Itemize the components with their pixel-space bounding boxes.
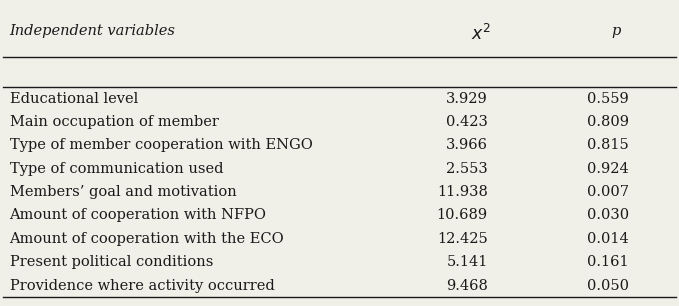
Text: Amount of cooperation with the ECO: Amount of cooperation with the ECO [10,232,285,246]
Text: 2.553: 2.553 [446,162,488,176]
Text: 0.423: 0.423 [446,115,488,129]
Text: Type of member cooperation with ENGO: Type of member cooperation with ENGO [10,138,312,152]
Text: Members’ goal and motivation: Members’ goal and motivation [10,185,236,199]
Text: 0.050: 0.050 [587,278,629,293]
Text: 10.689: 10.689 [437,208,488,222]
Text: $\it{x}^{2}$: $\it{x}^{2}$ [471,24,491,44]
Text: Type of communication used: Type of communication used [10,162,223,176]
Text: Present political conditions: Present political conditions [10,255,213,269]
Text: 0.815: 0.815 [587,138,629,152]
Text: 0.559: 0.559 [587,91,629,106]
Text: Amount of cooperation with NFPO: Amount of cooperation with NFPO [10,208,267,222]
Text: 0.924: 0.924 [587,162,629,176]
Text: Main occupation of member: Main occupation of member [10,115,219,129]
Text: 3.929: 3.929 [446,91,488,106]
Text: 0.161: 0.161 [587,255,629,269]
Text: Providence where activity occurred: Providence where activity occurred [10,278,274,293]
Text: Independent variables: Independent variables [10,24,175,38]
Text: 11.938: 11.938 [437,185,488,199]
Text: 12.425: 12.425 [437,232,488,246]
Text: 0.007: 0.007 [587,185,629,199]
Text: 3.966: 3.966 [445,138,488,152]
Text: 9.468: 9.468 [446,278,488,293]
Text: Educational level: Educational level [10,91,138,106]
Text: 0.014: 0.014 [587,232,629,246]
Text: p: p [611,24,621,38]
Text: 5.141: 5.141 [446,255,488,269]
Text: 0.809: 0.809 [587,115,629,129]
Text: 0.030: 0.030 [587,208,629,222]
